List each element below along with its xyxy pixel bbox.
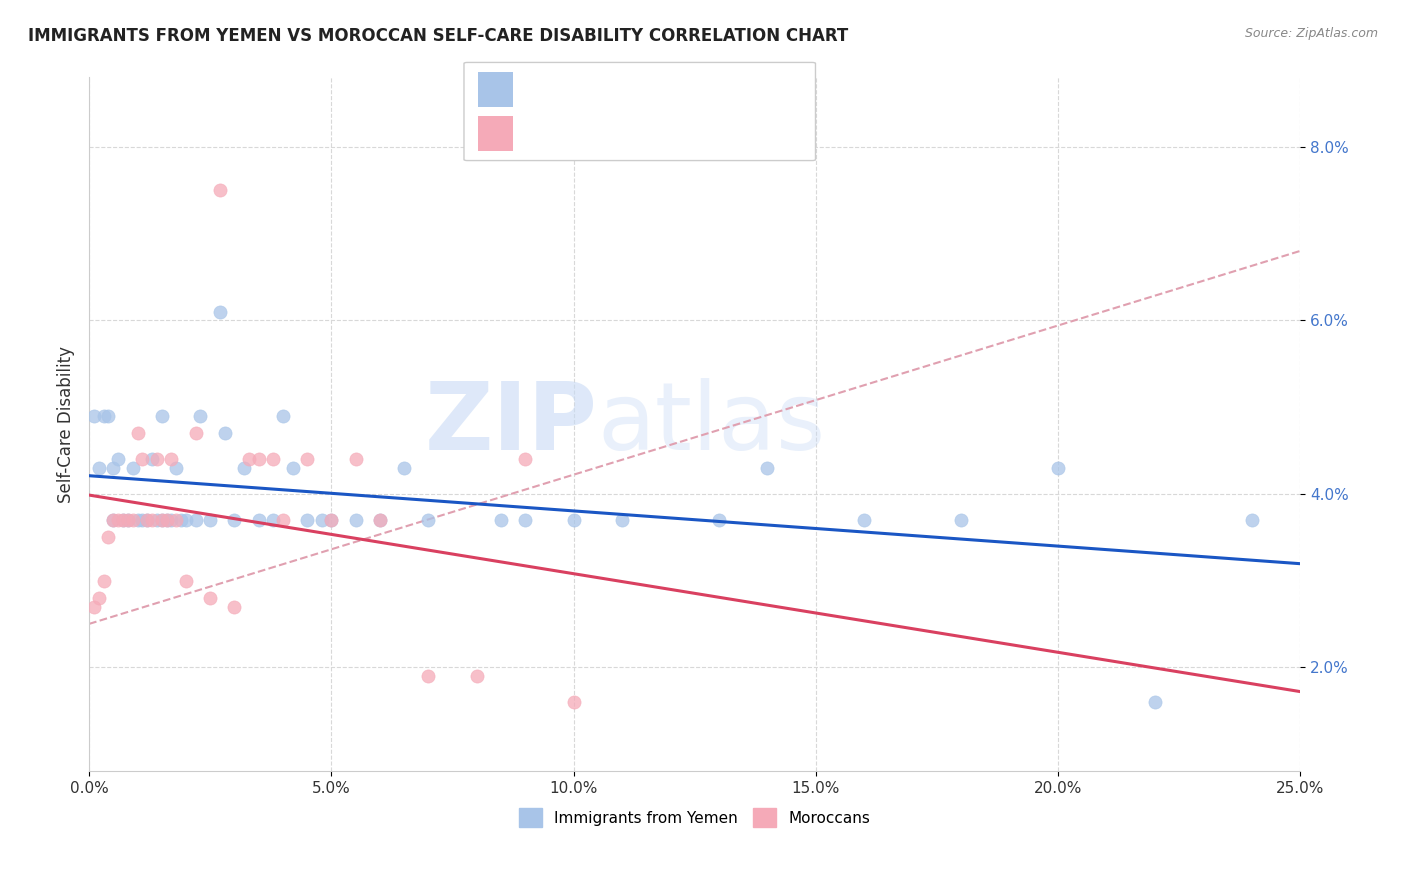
Point: [165, 513, 187, 527]
Bar: [478, 72, 513, 107]
FancyBboxPatch shape: [464, 62, 815, 161]
Point: [97, 530, 120, 544]
Point: [465, 669, 488, 683]
Point: [141, 513, 163, 527]
Point: [146, 513, 169, 527]
Point: [262, 452, 284, 467]
Point: [344, 452, 367, 467]
Point: [136, 513, 159, 527]
Point: [756, 460, 779, 475]
Point: [111, 513, 134, 527]
Point: [271, 513, 294, 527]
Point: [103, 513, 125, 527]
Point: [224, 513, 246, 527]
Point: [1143, 695, 1166, 709]
Point: [150, 409, 173, 423]
Point: [107, 513, 129, 527]
Text: atlas: atlas: [598, 378, 825, 470]
Y-axis label: Self-Care Disability: Self-Care Disability: [58, 346, 75, 503]
Text: IMMIGRANTS FROM YEMEN VS MOROCCAN SELF-CARE DISABILITY CORRELATION CHART: IMMIGRANTS FROM YEMEN VS MOROCCAN SELF-C…: [28, 27, 848, 45]
Point: [121, 460, 143, 475]
Point: [513, 452, 536, 467]
Point: [1046, 460, 1069, 475]
Point: [198, 513, 221, 527]
Point: [150, 513, 173, 527]
Text: Source: ZipAtlas.com: Source: ZipAtlas.com: [1244, 27, 1378, 40]
Point: [214, 426, 236, 441]
Point: [208, 304, 231, 318]
Point: [344, 513, 367, 527]
Text: R =  0.392   N = 35: R = 0.392 N = 35: [527, 125, 704, 143]
Point: [368, 513, 391, 527]
Point: [321, 513, 343, 527]
Text: ZIP: ZIP: [425, 378, 598, 470]
Point: [170, 513, 193, 527]
Point: [562, 695, 585, 709]
Point: [111, 513, 134, 527]
Point: [150, 513, 173, 527]
Point: [174, 574, 197, 588]
Point: [707, 513, 730, 527]
Point: [131, 452, 153, 467]
Point: [107, 452, 129, 467]
Point: [610, 513, 633, 527]
Point: [247, 452, 270, 467]
Point: [93, 409, 115, 423]
Point: [311, 513, 333, 527]
Point: [103, 513, 125, 527]
Point: [368, 513, 391, 527]
Point: [155, 513, 177, 527]
Point: [513, 513, 536, 527]
Legend: Immigrants from Yemen, Moroccans: Immigrants from Yemen, Moroccans: [513, 802, 876, 833]
Point: [281, 460, 304, 475]
Point: [117, 513, 139, 527]
Point: [238, 452, 260, 467]
Point: [103, 460, 125, 475]
Point: [950, 513, 973, 527]
Point: [184, 513, 207, 527]
Point: [131, 513, 153, 527]
Point: [155, 513, 177, 527]
Point: [127, 426, 149, 441]
Point: [190, 409, 212, 423]
Point: [136, 513, 159, 527]
Point: [174, 513, 197, 527]
Point: [127, 513, 149, 527]
Text: R = -0.041   N = 51: R = -0.041 N = 51: [527, 80, 704, 98]
Point: [295, 513, 318, 527]
Point: [97, 409, 120, 423]
Point: [146, 452, 169, 467]
Point: [418, 513, 440, 527]
Point: [321, 513, 343, 527]
Point: [93, 574, 115, 588]
Point: [392, 460, 415, 475]
Point: [262, 513, 284, 527]
Point: [233, 460, 256, 475]
Point: [224, 599, 246, 614]
Point: [198, 591, 221, 605]
Point: [83, 599, 105, 614]
Point: [562, 513, 585, 527]
Point: [271, 409, 294, 423]
Bar: [478, 117, 513, 151]
Point: [165, 460, 187, 475]
Point: [87, 460, 110, 475]
Point: [160, 513, 183, 527]
Point: [184, 426, 207, 441]
Point: [247, 513, 270, 527]
Point: [87, 591, 110, 605]
Point: [489, 513, 512, 527]
Point: [208, 183, 231, 197]
Point: [160, 452, 183, 467]
Point: [1240, 513, 1263, 527]
Point: [853, 513, 876, 527]
Point: [141, 452, 163, 467]
Point: [418, 669, 440, 683]
Point: [83, 409, 105, 423]
Point: [117, 513, 139, 527]
Point: [295, 452, 318, 467]
Point: [121, 513, 143, 527]
